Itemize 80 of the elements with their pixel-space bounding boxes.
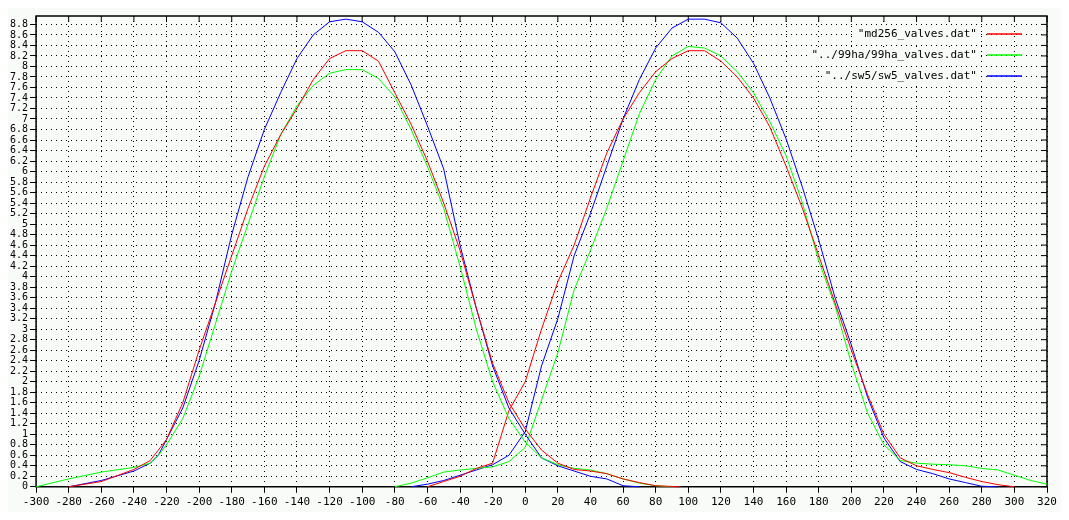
y-tick-label: 5.8 (10, 175, 29, 187)
y-tick-label: 5.6 (10, 186, 29, 198)
y-tick-label: 3.8 (10, 280, 29, 292)
y-tick-label: 2 (22, 375, 29, 387)
x-tick-label: 60 (616, 495, 630, 509)
y-tick-label: 6.6 (10, 133, 29, 145)
legend-label: "../99ha/99ha_valves.dat" (811, 47, 977, 61)
legend-label: "../sw5/sw5_valves.dat" (824, 68, 977, 82)
y-tick-label: 6.8 (10, 123, 29, 135)
x-tick-label: -160 (251, 495, 278, 509)
y-tick-label: 5.2 (10, 207, 29, 219)
x-tick-label: 240 (906, 495, 927, 509)
y-tick-label: 4 (22, 270, 29, 282)
y-tick-label: 0.4 (10, 459, 29, 471)
y-tick-label: 2.8 (10, 333, 29, 345)
x-tick-label: -60 (417, 495, 438, 509)
x-tick-label: 220 (874, 495, 894, 509)
y-tick-label: 7.2 (10, 102, 29, 114)
x-tick-label: -100 (348, 495, 376, 509)
x-tick-label: 100 (678, 495, 699, 509)
x-tick-label: 0 (521, 495, 529, 509)
x-tick-label: 140 (743, 495, 764, 509)
y-tick-label: 3.4 (10, 301, 29, 313)
x-tick-label: -120 (316, 495, 343, 509)
y-tick-label: 3.6 (10, 291, 29, 303)
x-tick-label: 120 (710, 495, 731, 509)
legend-label: "md256_valves.dat" (857, 26, 977, 40)
y-tick-label: 3 (22, 322, 29, 334)
x-tick-label: -220 (153, 495, 180, 509)
y-tick-label: 0.8 (10, 438, 29, 450)
y-tick-label: 0.6 (10, 448, 29, 460)
y-tick-label: 8.8 (10, 18, 29, 29)
x-tick-label: 200 (841, 495, 862, 509)
y-tick-label: 7 (22, 112, 29, 124)
x-tick-label: -300 (22, 495, 50, 509)
x-tick-label: 320 (1037, 495, 1057, 509)
y-tick-label: 4.6 (10, 238, 29, 250)
y-tick-label: 1.6 (10, 396, 29, 408)
y-tick-label: 1.8 (10, 385, 29, 397)
y-tick-label: 7.6 (10, 81, 29, 93)
y-tick-label: 8.4 (10, 39, 29, 51)
x-tick-label: 280 (971, 495, 992, 509)
y-tick-label: 6.4 (10, 144, 29, 156)
x-tick-label: -200 (185, 495, 213, 509)
x-tick-label: -260 (88, 495, 115, 509)
y-tick-label: 5 (22, 217, 29, 229)
x-tick-label: 40 (583, 495, 598, 509)
x-tick-label: 260 (939, 495, 960, 509)
x-tick-label: 180 (808, 495, 829, 509)
x-tick-label: 20 (551, 495, 565, 509)
x-tick-label: -140 (283, 495, 311, 509)
x-tick-label: -180 (218, 495, 245, 509)
y-tick-label: 3.2 (10, 312, 29, 324)
x-tick-label: -80 (384, 495, 405, 509)
y-tick-label: 1.4 (10, 406, 29, 418)
y-tick-label: 0.2 (10, 469, 29, 481)
y-tick-label: 4.4 (10, 249, 29, 261)
y-tick-label: 8 (22, 60, 29, 72)
y-tick-label: 8.2 (10, 49, 29, 61)
y-tick-label: 1 (22, 427, 29, 439)
x-tick-label: -20 (482, 495, 503, 509)
y-tick-label: 6.2 (10, 154, 29, 166)
x-tick-label: -40 (450, 495, 470, 509)
y-tick-label: 2.4 (10, 354, 29, 366)
y-tick-label: 2.6 (10, 343, 29, 355)
x-tick-label: -280 (55, 495, 82, 509)
y-tick-label: 4.8 (10, 228, 29, 240)
x-tick-label: 160 (776, 495, 797, 509)
y-tick-label: 6 (22, 165, 29, 177)
y-tick-label: 4.2 (10, 259, 29, 271)
y-tick-label: 5.4 (10, 196, 29, 208)
y-tick-label: 0 (22, 480, 29, 492)
x-tick-label: 300 (1004, 495, 1025, 509)
y-tick-label: 2.2 (10, 364, 29, 376)
y-tick-label: 8.6 (10, 28, 29, 40)
y-tick-label: 7.4 (10, 91, 29, 103)
x-tick-label: -240 (120, 495, 148, 509)
x-tick-label: 80 (649, 495, 663, 509)
y-tick-label: 7.8 (10, 70, 29, 82)
y-tick-label: 1.2 (10, 417, 29, 429)
